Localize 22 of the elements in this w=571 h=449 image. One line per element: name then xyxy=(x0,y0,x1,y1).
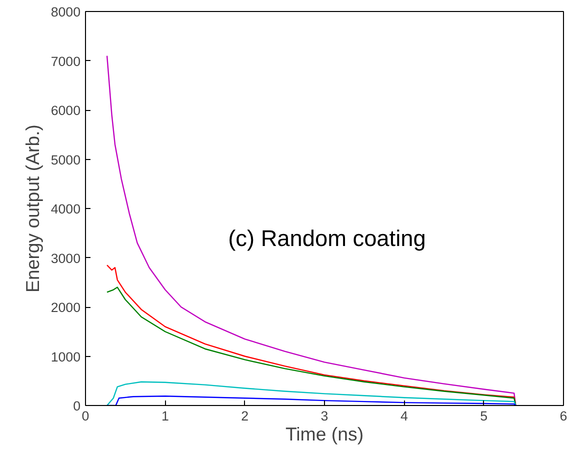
y-tick-label: 1000 xyxy=(50,349,81,364)
y-tick-label: 6000 xyxy=(50,103,81,118)
x-tick-label: 6 xyxy=(560,408,568,424)
y-tick-label: 2000 xyxy=(50,300,81,315)
x-tick-label: 5 xyxy=(480,408,488,424)
x-tick-label: 4 xyxy=(400,408,408,424)
annotation: (c) Random coating xyxy=(228,225,426,252)
y-tick-label: 3000 xyxy=(50,250,81,266)
x-tick-label: 2 xyxy=(241,408,249,424)
y-tick-label: 0 xyxy=(73,398,81,414)
y-tick-label: 4000 xyxy=(50,202,81,216)
y-tick-label: 7000 xyxy=(50,54,81,69)
line-series xyxy=(106,286,516,406)
x-tick-label: 1 xyxy=(161,408,169,424)
y-tick-label: 5000 xyxy=(50,152,81,168)
x-axis-title: Time (ns) xyxy=(285,424,364,444)
line-series xyxy=(106,264,516,406)
y-tick-label: 8000 xyxy=(50,4,81,20)
line-series xyxy=(106,381,516,406)
line-series xyxy=(106,55,516,406)
x-tick-label: 3 xyxy=(320,408,328,424)
y-axis-title: Energy output (Arb.) xyxy=(22,124,43,292)
